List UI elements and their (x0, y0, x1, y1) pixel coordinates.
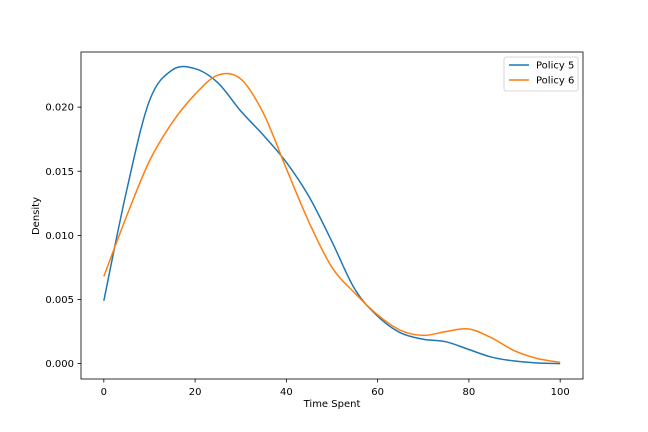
y-axis-label: Density (31, 197, 42, 235)
legend-label-policy-6: Policy 6 (536, 76, 574, 87)
y-tick-label: 0.005 (45, 295, 74, 306)
x-tick-label: 80 (463, 387, 476, 398)
x-axis-label: Time Spent (303, 399, 361, 410)
y-tick-label: 0.010 (45, 231, 74, 242)
x-tick-label: 20 (189, 387, 202, 398)
x-tick-label: 100 (551, 387, 570, 398)
x-tick-label: 40 (280, 387, 293, 398)
legend: Policy 5 Policy 6 (503, 56, 579, 92)
series-line-policy-6 (103, 72, 561, 364)
y-axis: 0.000 0.005 0.010 0.015 0.020 (45, 103, 81, 370)
x-axis: 0 20 40 60 80 100 (101, 379, 570, 398)
series-line-policy-5 (103, 65, 561, 365)
y-tick-label: 0.000 (45, 359, 74, 370)
plot-frame (80, 51, 584, 380)
y-tick-label: 0.015 (45, 167, 74, 178)
x-tick-label: 0 (101, 387, 107, 398)
plot-lines (103, 65, 561, 365)
y-tick-label: 0.020 (45, 103, 74, 114)
x-tick-label: 60 (371, 387, 384, 398)
legend-label-policy-5: Policy 5 (536, 61, 574, 72)
